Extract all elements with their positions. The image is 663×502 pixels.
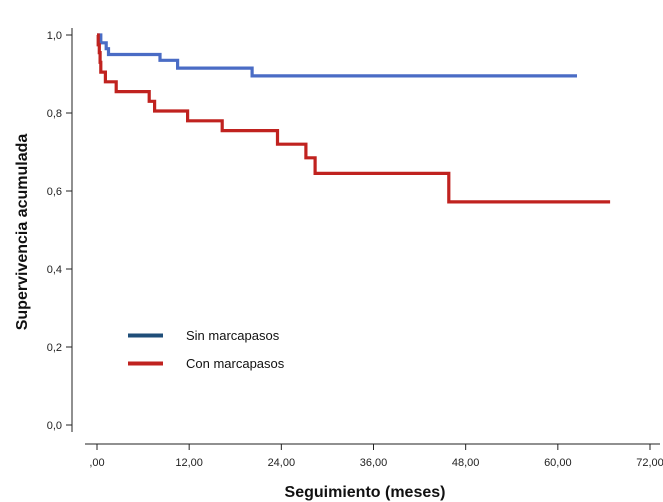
y-tick-label: 0,8 [47,108,62,120]
x-tick-label: 72,00 [636,457,663,469]
legend-label-sin-marcapasos: Sin marcapasos [186,328,280,343]
x-axis-title: Seguimiento (meses) [285,484,446,501]
legend-label-con-marcapasos: Con marcapasos [186,356,285,371]
y-tick-label: 0,6 [47,186,62,198]
x-tick-label: 48,00 [452,457,480,469]
y-tick-label: 0,0 [47,420,62,432]
x-tick-label: 36,00 [360,457,388,469]
series-line-sin-marcapasos [97,33,577,78]
y-tick-label: 0,2 [47,342,62,354]
x-tick-label: 12,00 [175,457,203,469]
series-layer [96,33,611,204]
y-tick-label: 1,0 [47,30,62,42]
y-axis-title: Supervivencia acumulada [14,134,31,331]
x-axis: ,00 12,00 24,00 36,00 48,00 60,00 72,00 [85,443,663,469]
y-tick-label: 0,4 [47,264,62,276]
series-line-con-marcapasos [96,33,611,204]
x-tick-label: 24,00 [268,457,296,469]
y-axis: 0,0 0,2 0,4 0,6 0,8 1,0 [47,28,73,432]
legend: Sin marcapasos Con marcapasos [128,328,285,371]
x-tick-label: ,00 [89,457,104,469]
x-tick-label: 60,00 [544,457,572,469]
